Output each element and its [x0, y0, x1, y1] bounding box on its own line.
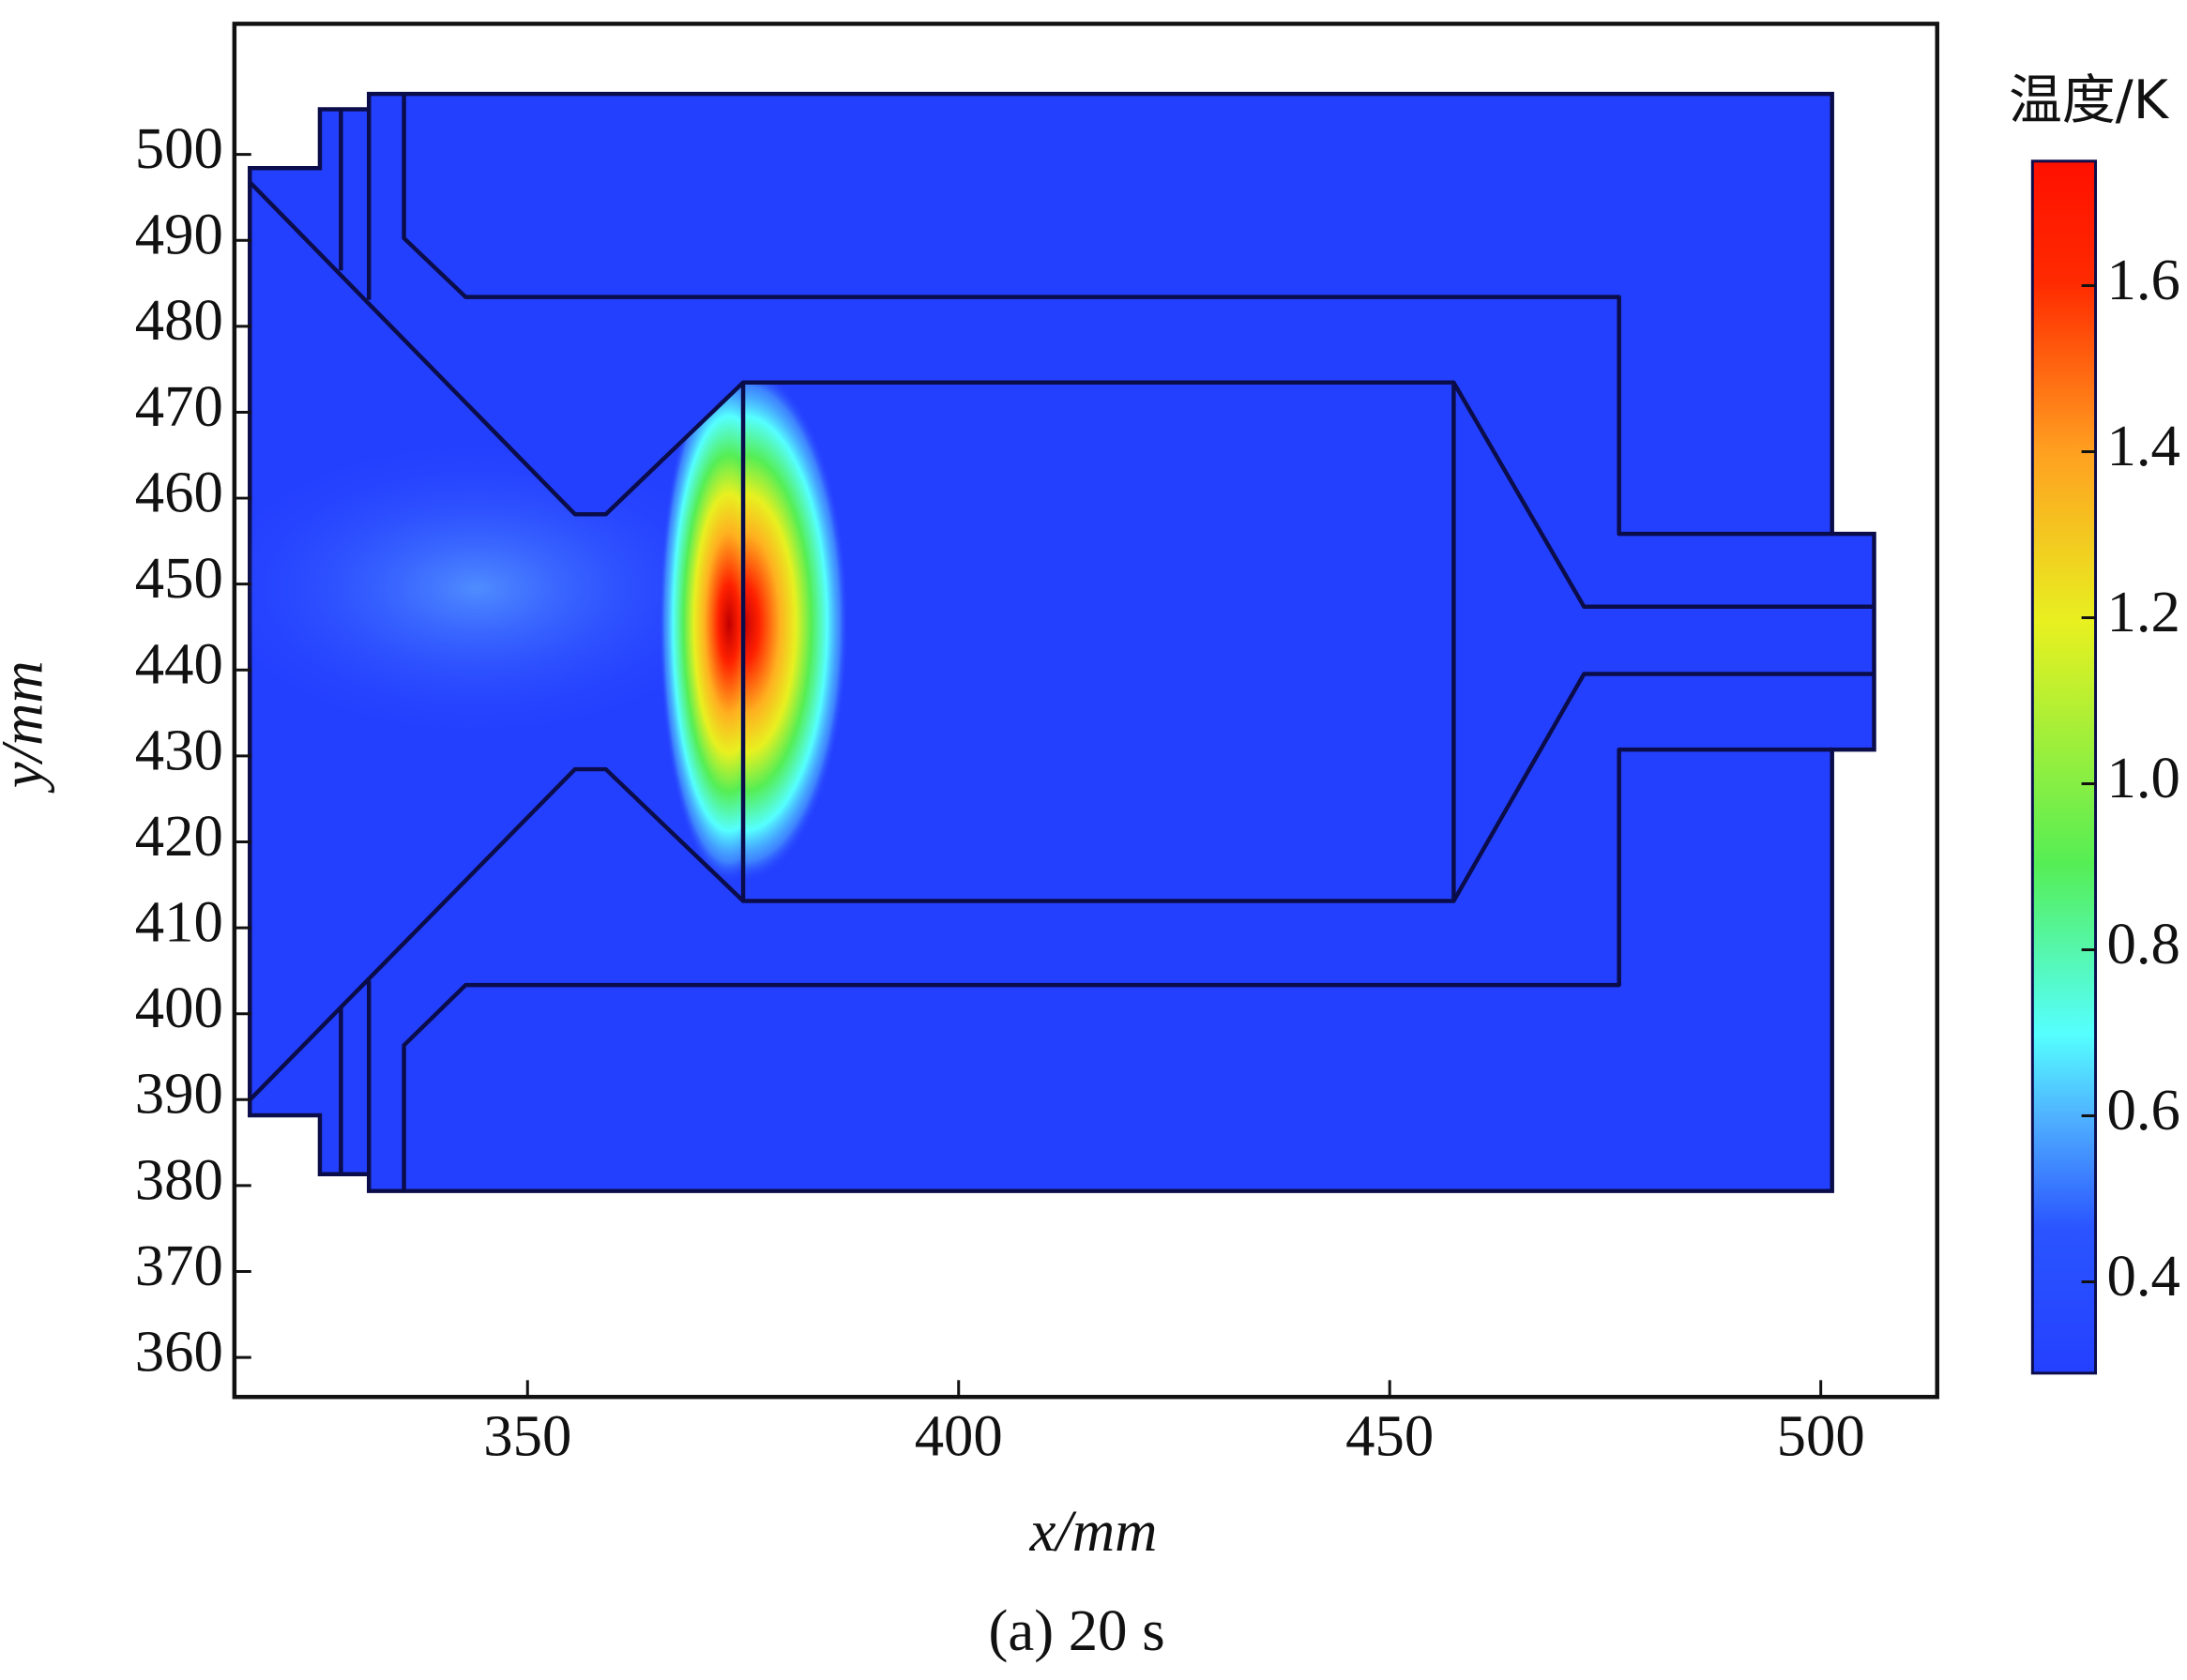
colorbar-tick-label: 1.2	[2106, 579, 2179, 644]
y-tick-label: 490	[135, 202, 223, 267]
x-tick-label: 450	[1345, 1402, 1434, 1468]
x-tick-label: 400	[915, 1402, 1003, 1468]
colorbar-tick-label: 0.6	[2106, 1077, 2179, 1143]
geometry	[248, 94, 1875, 1191]
y-tick-label: 370	[135, 1233, 223, 1298]
caption: (a) 20 s	[989, 1597, 1165, 1663]
y-tick-label: 500	[135, 115, 223, 181]
colorbar-tick-label: 1.0	[2106, 745, 2179, 810]
y-tick-label: 400	[135, 975, 223, 1040]
x-tick-label: 350	[483, 1402, 571, 1468]
colorbar-tick-label: 0.4	[2106, 1243, 2179, 1309]
colorbar-tick-label: 1.6	[2106, 247, 2179, 312]
y-tick-label: 360	[135, 1319, 223, 1385]
y-tick-label: 440	[135, 631, 223, 697]
y-tick-label: 480	[135, 287, 223, 353]
x-tick-label: 500	[1777, 1402, 1865, 1468]
hot-zone	[743, 382, 849, 884]
x-axis-label: x/mm	[1029, 1498, 1158, 1564]
y-tick-label: 380	[135, 1146, 223, 1212]
colorbar-tick-label: 1.4	[2106, 413, 2179, 478]
y-axis-label: y/mm	[0, 660, 55, 794]
y-tick-label: 460	[135, 459, 223, 524]
plume	[250, 364, 744, 884]
y-tick-label: 410	[135, 888, 223, 954]
domain	[248, 91, 1876, 1193]
y-tick-label: 420	[135, 803, 223, 869]
y-tick-label: 390	[135, 1061, 223, 1127]
colorbar-tick-label: 0.8	[2106, 911, 2179, 976]
y-tick-label: 470	[135, 373, 223, 439]
y-tick-label: 430	[135, 717, 223, 782]
colorbar-label: 温度/K	[2009, 69, 2170, 131]
colorbar	[2030, 159, 2098, 1375]
y-tick-label: 450	[135, 545, 223, 611]
plot-frame	[232, 22, 1939, 1400]
